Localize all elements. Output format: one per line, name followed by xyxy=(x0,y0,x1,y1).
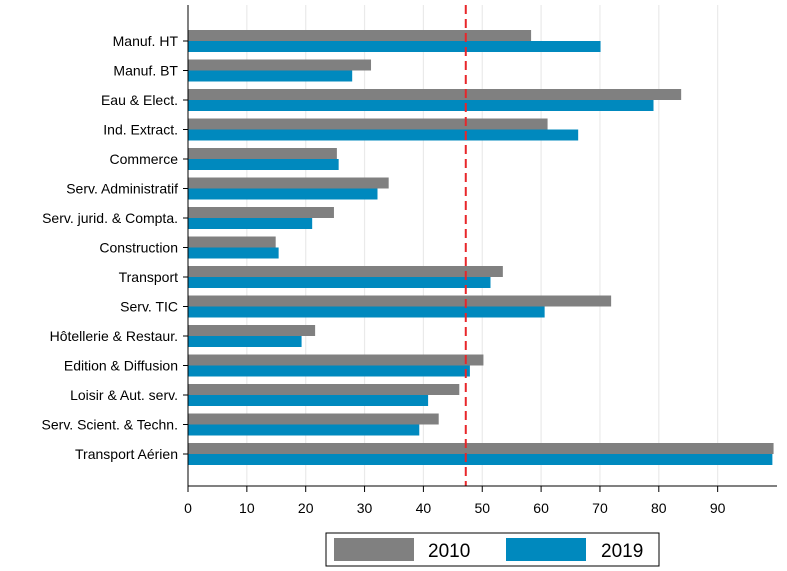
bar-2019-1 xyxy=(188,70,353,82)
category-label: Hôtellerie & Restaur. xyxy=(50,328,178,344)
x-tick-label: 80 xyxy=(651,500,667,516)
bar-2019-3 xyxy=(188,129,579,141)
bar-2019-12 xyxy=(188,395,429,406)
category-label: Ind. Extract. xyxy=(103,122,178,138)
bar-2019-13 xyxy=(188,424,420,436)
x-tick-label: 10 xyxy=(239,500,255,516)
x-tick-label: 30 xyxy=(357,500,373,516)
bar-2010-5 xyxy=(188,177,389,189)
category-label: Serv. jurid. & Compta. xyxy=(42,210,178,226)
bar-2010-1 xyxy=(188,59,372,71)
bar-2010-10 xyxy=(188,325,316,336)
category-label: Serv. Scient. & Techn. xyxy=(42,417,178,433)
x-tick-label: 60 xyxy=(533,500,549,516)
category-label: Transport Aérien xyxy=(75,446,178,462)
legend-swatch-2019 xyxy=(506,538,586,561)
bars xyxy=(188,30,774,465)
category-label: Edition & Diffusion xyxy=(64,358,178,374)
category-label: Commerce xyxy=(110,151,179,167)
category-label: Construction xyxy=(99,240,178,256)
bar-2010-3 xyxy=(188,118,548,130)
bar-2019-5 xyxy=(188,188,378,200)
bar-2010-13 xyxy=(188,413,439,425)
bar-2010-6 xyxy=(188,207,334,218)
grid-lines xyxy=(246,5,719,486)
bar-2019-14 xyxy=(188,454,773,465)
category-label: Transport xyxy=(119,269,179,285)
legend-label: 2019 xyxy=(601,541,643,562)
x-tick-label: 40 xyxy=(416,500,432,516)
x-tick-label: 50 xyxy=(474,500,490,516)
bar-2019-9 xyxy=(188,306,545,318)
bar-2010-14 xyxy=(188,443,774,454)
bar-2010-0 xyxy=(188,30,532,41)
x-tick-label: 20 xyxy=(298,500,314,516)
bar-2019-6 xyxy=(188,218,313,229)
bar-2010-9 xyxy=(188,295,612,307)
legend-label: 2010 xyxy=(428,541,470,562)
category-label: Eau & Elect. xyxy=(101,92,178,108)
x-tick-label: 90 xyxy=(710,500,726,516)
category-label: Manuf. BT xyxy=(113,63,178,79)
bar-2010-12 xyxy=(188,384,460,395)
category-label: Serv. Administratif xyxy=(66,181,178,197)
bar-2019-8 xyxy=(188,277,491,288)
x-tick-label: 70 xyxy=(592,500,608,516)
category-label: Manuf. HT xyxy=(113,33,179,49)
bar-2010-4 xyxy=(188,148,337,159)
bar-2019-7 xyxy=(188,247,279,259)
bar-2019-10 xyxy=(188,336,302,347)
bar-2019-0 xyxy=(188,41,601,52)
legend-swatch-2010 xyxy=(334,538,414,561)
bar-2010-8 xyxy=(188,266,503,277)
legend: 2010 2019 xyxy=(325,532,660,567)
bar-2010-2 xyxy=(188,89,682,100)
bar-2019-4 xyxy=(188,159,339,170)
x-tick-label: 0 xyxy=(184,500,192,516)
bar-2019-11 xyxy=(188,365,470,377)
bar-2010-11 xyxy=(188,354,484,366)
category-label: Serv. TIC xyxy=(120,299,178,315)
bar-2019-2 xyxy=(188,100,654,111)
category-label: Loisir & Aut. serv. xyxy=(70,387,178,403)
axes: Manuf. HT Manuf. BT Eau & Elect. Ind. Extra… xyxy=(42,5,777,516)
bar-2010-7 xyxy=(188,236,276,248)
